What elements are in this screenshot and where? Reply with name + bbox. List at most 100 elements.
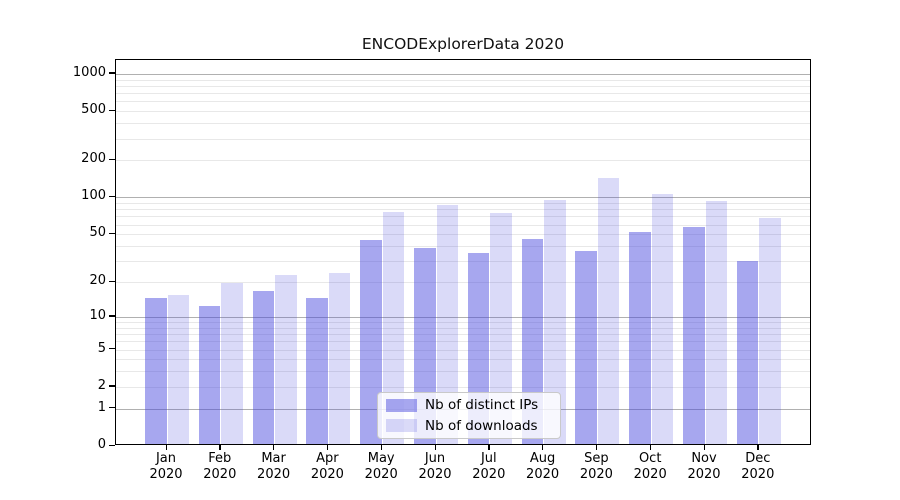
y-tick-mark xyxy=(109,195,115,198)
x-tick-year: 2020 xyxy=(633,467,667,482)
bar-downloads-apr xyxy=(328,272,351,444)
bar-distinct-ips-may xyxy=(360,240,382,444)
gridline-major xyxy=(116,316,810,318)
x-tick-label: Jul 2020 xyxy=(457,451,521,483)
gridline-minor xyxy=(116,341,810,343)
y-tick-mark xyxy=(109,72,115,74)
gridline-minor xyxy=(116,234,810,236)
y-tick-label: 20 xyxy=(89,273,106,289)
x-tick-month: Sep xyxy=(584,451,609,466)
gridline-minor xyxy=(116,246,810,248)
y-tick-label: 500 xyxy=(81,102,106,118)
y-tick-mark xyxy=(109,385,115,387)
x-tick-label: Sep 2020 xyxy=(564,451,628,483)
x-tick-year: 2020 xyxy=(526,467,560,482)
bar-downloads-feb xyxy=(221,282,243,444)
chart-title: ENCODExplorerData 2020 xyxy=(361,35,565,53)
legend-item-distinct-ips: Nb of distinct IPs xyxy=(386,397,552,414)
x-tick-year: 2020 xyxy=(579,467,613,482)
bar-distinct-ips-sep xyxy=(575,251,597,444)
bar-distinct-ips-dec xyxy=(736,260,759,444)
x-tick-mark xyxy=(757,445,759,450)
gridline-minor xyxy=(116,224,810,226)
y-tick-mark xyxy=(109,158,115,161)
gridline-minor xyxy=(116,111,810,113)
gridline-minor xyxy=(116,261,810,263)
bar-downloads-jun xyxy=(436,205,458,444)
bar-downloads-dec xyxy=(759,218,781,444)
x-tick-year: 2020 xyxy=(203,467,237,482)
y-tick-label: 0 xyxy=(97,437,106,452)
x-tick-year: 2020 xyxy=(687,467,721,482)
y-tick-mark xyxy=(109,109,115,112)
x-tick-mark xyxy=(326,445,329,450)
x-tick-label: Jun 2020 xyxy=(403,451,467,483)
x-tick-month: May xyxy=(367,451,395,466)
x-tick-year: 2020 xyxy=(257,467,291,482)
bar-downloads-nov xyxy=(705,201,727,444)
y-tick-mark xyxy=(109,315,115,317)
bar-distinct-ips-apr xyxy=(306,298,328,444)
gridline-major xyxy=(116,73,810,75)
x-tick-label: Aug 2020 xyxy=(511,451,575,483)
x-tick-month: Nov xyxy=(691,451,717,466)
bar-downloads-jan xyxy=(167,294,189,444)
x-tick-year: 2020 xyxy=(472,467,506,482)
x-tick-year: 2020 xyxy=(741,467,775,482)
x-tick-label: Mar 2020 xyxy=(242,451,306,483)
gridline-minor xyxy=(116,322,810,323)
gridline-minor xyxy=(116,216,810,218)
bar-distinct-ips-jan xyxy=(145,298,167,444)
x-tick-mark xyxy=(542,445,544,450)
bar-downloads-oct xyxy=(651,194,674,444)
gridline-minor xyxy=(116,371,810,373)
gridline-minor xyxy=(116,203,810,205)
x-tick-label: Dec 2020 xyxy=(726,451,790,483)
y-tick-label: 2 xyxy=(97,377,106,393)
x-tick-label: Jan 2020 xyxy=(134,451,198,483)
x-tick-month: Feb xyxy=(208,451,232,466)
x-tick-mark xyxy=(434,445,436,450)
x-tick-label: Apr 2020 xyxy=(295,451,359,483)
y-tick-mark xyxy=(109,348,115,350)
legend: Nb of distinct IPs Nb of downloads xyxy=(377,392,561,439)
bar-downloads-aug xyxy=(544,199,566,444)
x-tick-mark xyxy=(703,445,705,450)
gridline-minor xyxy=(116,138,810,140)
x-tick-mark xyxy=(488,445,490,450)
gridline-minor xyxy=(116,160,810,162)
x-tick-month: Jun xyxy=(424,451,446,466)
y-tick-label: 200 xyxy=(81,151,106,167)
legend-label-distinct-ips: Nb of distinct IPs xyxy=(425,397,539,414)
x-tick-month: Jul xyxy=(480,451,497,466)
x-tick-mark xyxy=(165,445,167,450)
gridline-minor xyxy=(116,334,810,336)
bar-distinct-ips-nov xyxy=(683,227,705,444)
x-tick-year: 2020 xyxy=(418,467,452,482)
plot-area: Nb of distinct IPs Nb of downloads xyxy=(115,59,811,445)
gridline-minor xyxy=(116,386,810,388)
gridline-major xyxy=(116,197,810,199)
bar-downloads-mar xyxy=(275,275,297,444)
x-tick-month: Mar xyxy=(261,451,286,466)
x-tick-month: Oct xyxy=(638,451,662,466)
bar-downloads-may xyxy=(382,212,405,444)
gridline-minor xyxy=(116,209,810,211)
y-tick-mark xyxy=(109,232,115,235)
gridline-minor xyxy=(116,327,810,329)
legend-label-downloads: Nb of downloads xyxy=(425,417,538,434)
bar-downloads-jul xyxy=(490,212,512,444)
y-tick-label: 1 xyxy=(97,399,106,415)
x-tick-mark xyxy=(595,445,598,450)
bar-distinct-ips-mar xyxy=(252,291,275,444)
gridline-minor xyxy=(116,85,810,87)
x-tick-mark xyxy=(649,445,651,450)
y-tick-mark xyxy=(109,444,115,446)
legend-swatch-downloads xyxy=(386,419,417,433)
x-tick-year: 2020 xyxy=(149,467,183,482)
gridline-minor xyxy=(116,79,810,81)
y-tick-label: 10 xyxy=(89,307,106,323)
x-tick-label: Feb 2020 xyxy=(188,451,252,483)
bar-distinct-ips-feb xyxy=(198,305,221,444)
